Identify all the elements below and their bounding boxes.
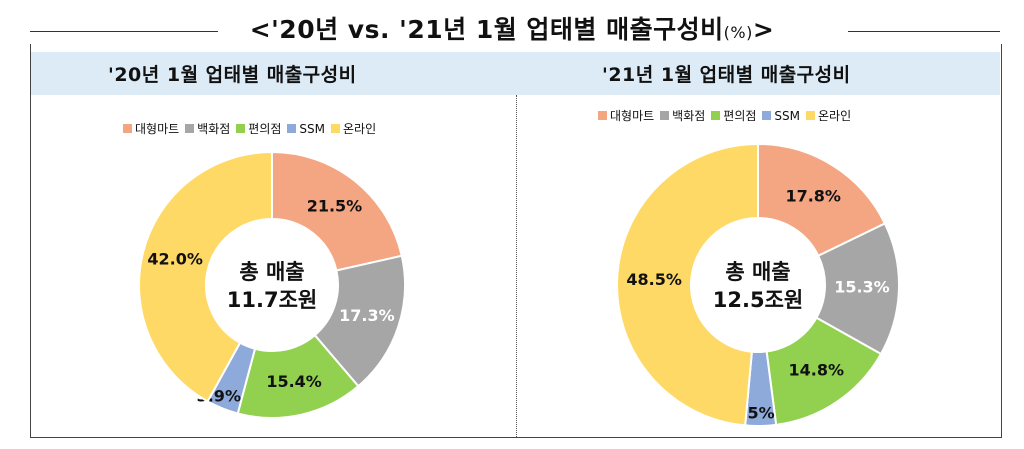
data-label-online: 48.5% (626, 270, 682, 289)
main-title-unit: (%) (723, 23, 753, 42)
panel-divider (516, 95, 517, 437)
data-label-hypermarket: 17.8% (785, 186, 841, 205)
main-title: <'20년 vs. '21년 1월 업태별 매출구성비(%)> (0, 10, 1024, 46)
legend-swatch (762, 111, 772, 120)
panel-header-band (31, 52, 1000, 95)
legend-2021: 대형마트 백화점 편의점 SSM 온라인 (598, 107, 857, 124)
slice-department-store (313, 254, 406, 388)
data-label-convenience-store: 15.4% (266, 372, 322, 391)
slice-hypermarket (757, 142, 887, 258)
legend-2020: 대형마트 백화점 편의점 SSM 온라인 (123, 120, 382, 137)
legend-swatch (236, 124, 246, 133)
main-title-text: <'20년 vs. '21년 1월 업태별 매출구성비 (249, 15, 724, 44)
title-rule-left (30, 31, 218, 32)
data-label-convenience-store: 14.8% (788, 361, 844, 380)
panel-title-2020: '20년 1월 업태별 매출구성비 (108, 64, 357, 86)
legend-swatch (660, 111, 670, 120)
content-frame (30, 44, 1002, 438)
legend-swatch (185, 124, 195, 133)
legend-item-ssm: SSM (762, 109, 800, 123)
legend-item-hypermarket: 대형마트 (598, 107, 654, 124)
data-label-department-store: 17.3% (339, 306, 395, 325)
legend-swatch (123, 124, 132, 133)
legend-swatch (331, 124, 341, 133)
slice-online (138, 150, 273, 403)
legend-swatch (287, 124, 297, 133)
legend-item-convenience-store: 편의점 (236, 120, 281, 137)
legend-item-ssm: SSM (287, 122, 325, 136)
legend-item-hypermarket: 대형마트 (123, 120, 179, 137)
legend-item-department-store: 백화점 (660, 107, 705, 124)
legend-swatch (711, 111, 721, 120)
center-total-value: 11.7조원 (227, 288, 317, 312)
data-label-department-store: 15.3% (834, 278, 890, 297)
data-label-hypermarket: 21.5% (307, 196, 363, 215)
data-label-online: 42.0% (147, 250, 203, 269)
slice-hypermarket (271, 150, 403, 272)
slice-online (616, 142, 759, 427)
center-total-label: 총 매출 (239, 260, 304, 284)
main-title-close: > (752, 15, 775, 44)
title-rule-right (848, 31, 1000, 32)
legend-swatch (598, 111, 607, 120)
legend-item-convenience-store: 편의점 (711, 107, 756, 124)
center-total-label: 총 매출 (725, 260, 790, 284)
legend-item-online: 온라인 (331, 120, 376, 137)
legend-item-online: 온라인 (806, 107, 851, 124)
legend-item-department-store: 백화점 (185, 120, 230, 137)
legend-swatch (806, 111, 816, 120)
center-total-value: 12.5조원 (713, 288, 803, 312)
panel-title-2021: '21년 1월 업태별 매출구성비 (602, 64, 851, 86)
